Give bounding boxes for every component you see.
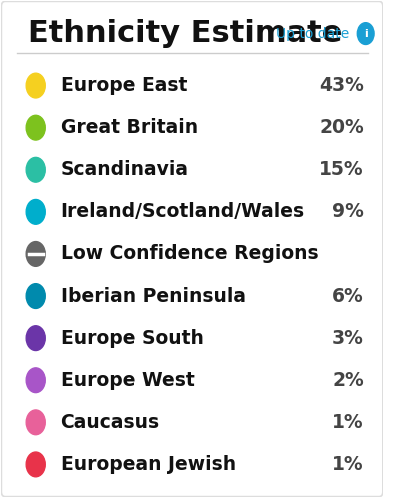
- Text: 20%: 20%: [318, 118, 363, 137]
- Circle shape: [26, 410, 45, 435]
- Text: 2%: 2%: [331, 371, 363, 390]
- Text: Europe South: Europe South: [60, 329, 203, 348]
- Text: Low Confidence Regions: Low Confidence Regions: [60, 245, 318, 263]
- Circle shape: [26, 326, 45, 351]
- Text: 9%: 9%: [331, 202, 363, 221]
- Text: 43%: 43%: [318, 76, 363, 95]
- Circle shape: [26, 116, 45, 140]
- Circle shape: [26, 200, 45, 224]
- Text: European Jewish: European Jewish: [60, 455, 235, 474]
- Text: Ireland/Scotland/Wales: Ireland/Scotland/Wales: [60, 202, 304, 221]
- Text: 1%: 1%: [331, 455, 363, 474]
- Text: Scandinavia: Scandinavia: [60, 160, 188, 179]
- Text: 6%: 6%: [331, 286, 363, 306]
- FancyBboxPatch shape: [1, 1, 382, 497]
- Text: Ethnicity Estimate: Ethnicity Estimate: [28, 19, 342, 48]
- Circle shape: [26, 284, 45, 308]
- Text: Caucasus: Caucasus: [60, 413, 159, 432]
- Text: Europe West: Europe West: [60, 371, 194, 390]
- Circle shape: [26, 242, 45, 266]
- Circle shape: [26, 452, 45, 477]
- Text: i: i: [363, 28, 367, 38]
- Text: 15%: 15%: [318, 160, 363, 179]
- Text: Iberian Peninsula: Iberian Peninsula: [60, 286, 245, 306]
- Text: Great Britain: Great Britain: [60, 118, 197, 137]
- Text: Europe East: Europe East: [60, 76, 186, 95]
- Circle shape: [26, 157, 45, 182]
- Circle shape: [26, 368, 45, 392]
- Circle shape: [356, 23, 373, 44]
- Text: 1%: 1%: [331, 413, 363, 432]
- Text: Up to date: Up to date: [275, 26, 348, 40]
- Text: 3%: 3%: [331, 329, 363, 348]
- Circle shape: [26, 73, 45, 98]
